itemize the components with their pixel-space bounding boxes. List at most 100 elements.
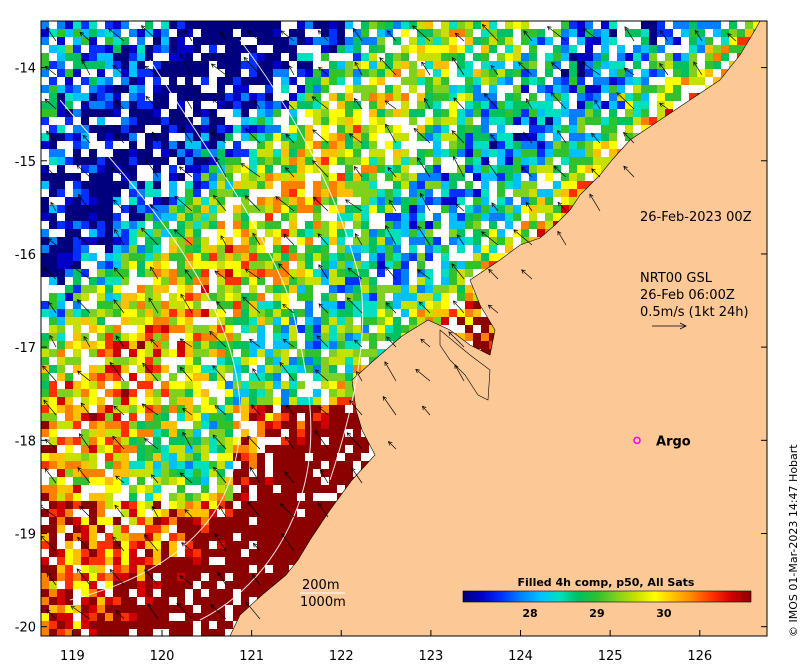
sst-cell — [81, 525, 89, 533]
sst-cell — [113, 189, 121, 197]
sst-cell — [105, 245, 113, 253]
sst-cell — [553, 53, 561, 61]
sst-cell — [297, 461, 305, 469]
sst-cell — [265, 37, 273, 45]
sst-cell — [305, 485, 313, 493]
sst-cell — [481, 61, 489, 69]
sst-cell — [465, 189, 473, 197]
sst-cell — [417, 285, 425, 293]
current-vector — [379, 57, 397, 76]
current-vector — [451, 130, 465, 144]
sst-cell — [553, 141, 561, 149]
sst-cell — [217, 77, 225, 85]
sst-cell — [417, 173, 425, 181]
sst-cell — [425, 269, 433, 277]
sst-cell — [201, 253, 209, 261]
sst-cell — [441, 301, 449, 309]
sst-cell — [489, 45, 497, 53]
sst-cell — [521, 21, 529, 29]
sst-cell — [121, 549, 129, 557]
sst-cell — [89, 85, 97, 93]
sst-cell — [281, 445, 289, 453]
sst-cell — [89, 573, 97, 581]
sst-cell — [121, 309, 129, 317]
sst-cell — [273, 501, 281, 509]
sst-cell — [73, 229, 81, 237]
sst-cell — [457, 229, 465, 237]
sst-cell — [321, 45, 329, 53]
sst-cell — [113, 373, 121, 381]
sst-cell — [121, 397, 129, 405]
sst-cell — [537, 77, 545, 85]
sst-cell — [273, 261, 281, 269]
sst-cell — [225, 101, 233, 109]
sst-cell — [249, 381, 257, 389]
sst-cell — [89, 557, 97, 565]
current-vector — [582, 28, 601, 42]
sst-cell — [585, 21, 593, 29]
current-vector — [44, 65, 57, 76]
sst-cell — [169, 549, 177, 557]
sst-cell — [225, 37, 233, 45]
current-vector — [659, 62, 669, 76]
sst-cell — [97, 45, 105, 53]
sst-cell — [409, 117, 417, 125]
sst-cell — [377, 165, 385, 173]
sst-cell — [73, 349, 81, 357]
sst-cell — [73, 477, 81, 485]
sst-cell — [97, 285, 105, 293]
sst-cell — [409, 237, 417, 245]
sst-cell — [409, 301, 417, 309]
sst-cell — [313, 101, 321, 109]
sst-cell — [41, 269, 49, 277]
sst-cell — [289, 373, 297, 381]
sst-cell — [473, 173, 481, 181]
sst-cell — [209, 117, 217, 125]
current-vector — [387, 441, 397, 450]
sst-cell — [113, 453, 121, 461]
sst-cell — [41, 333, 49, 341]
sst-cell — [265, 573, 273, 581]
sst-cell — [281, 61, 289, 69]
sst-cell — [193, 501, 201, 509]
sst-cell — [97, 229, 105, 237]
sst-cell — [89, 173, 97, 181]
sst-cell — [473, 69, 481, 77]
sst-cell — [97, 197, 105, 205]
sst-cell — [65, 549, 73, 557]
sst-cell — [257, 181, 265, 189]
current-vector — [384, 100, 397, 110]
sst-cell — [185, 413, 193, 421]
current-vector — [452, 155, 465, 178]
sst-cell — [313, 229, 321, 237]
sst-cell — [337, 205, 345, 213]
sst-cell — [217, 357, 225, 365]
sst-cell — [433, 181, 441, 189]
sst-cell — [209, 493, 217, 501]
sst-cell — [497, 165, 505, 173]
sst-cell — [377, 245, 385, 253]
current-vector — [454, 364, 465, 382]
sst-cell — [465, 261, 473, 269]
sst-cell — [417, 301, 425, 309]
sst-cell — [113, 485, 121, 493]
argo-marker — [633, 436, 641, 445]
sst-cell — [81, 613, 89, 621]
sst-cell — [513, 117, 521, 125]
current-vector — [77, 467, 91, 484]
sst-cell — [297, 253, 305, 261]
sst-cell — [177, 245, 185, 253]
sst-cell — [41, 461, 49, 469]
sst-cell — [105, 325, 113, 333]
sst-cell — [593, 53, 601, 61]
sst-cell — [393, 109, 401, 117]
sst-cell — [465, 141, 473, 149]
sst-cell — [41, 117, 49, 125]
current-vector — [285, 404, 295, 416]
sst-cell — [393, 133, 401, 141]
sst-cell — [457, 133, 465, 141]
current-vector — [47, 238, 57, 246]
sst-cell — [193, 173, 201, 181]
sst-cell — [73, 525, 81, 533]
sst-cell — [201, 237, 209, 245]
